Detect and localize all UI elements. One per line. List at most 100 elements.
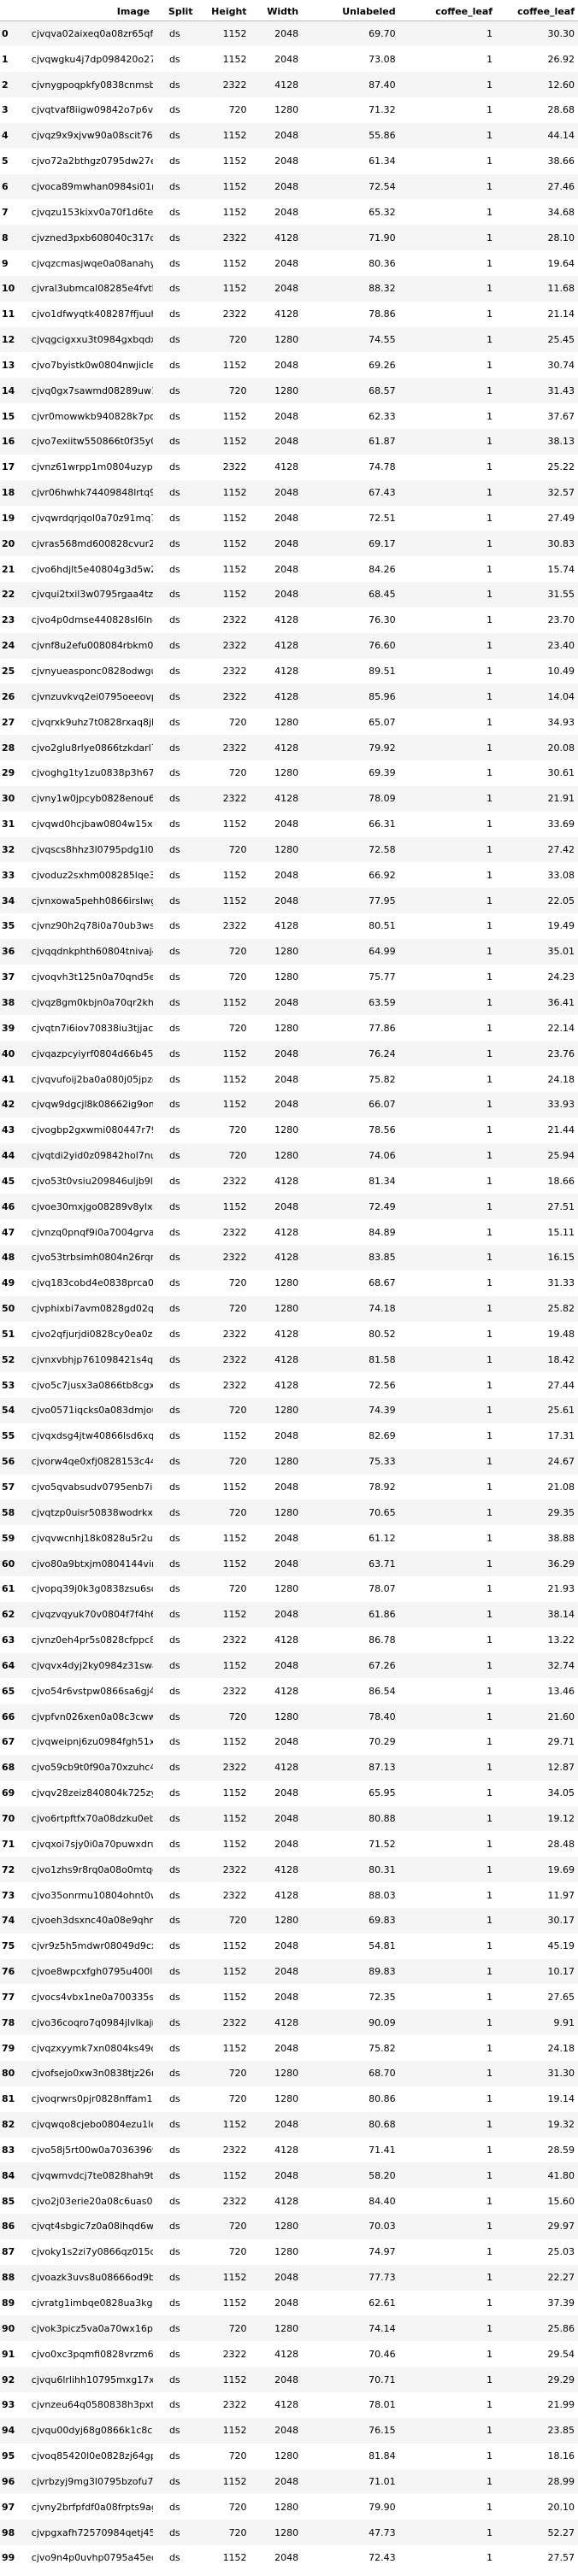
image-cell: cjvnf8u2efu008084rbkm0902.jpeg — [31, 640, 154, 652]
coffee-leaf-percent-cell: 13.22 — [547, 1634, 575, 1646]
row-index: 48 — [2, 1252, 15, 1264]
coffee-leaf-count-cell: 1 — [487, 1150, 493, 1162]
unlabeled-cell: 71.01 — [369, 2475, 396, 2487]
image-cell: cjvpgxafh72570984qetj45rqr.jpeg — [31, 2526, 154, 2538]
width-cell: 1280 — [274, 1915, 299, 1927]
unlabeled-cell: 62.61 — [369, 2297, 396, 2309]
header-width: Width — [250, 0, 303, 21]
row-index: 45 — [2, 1175, 15, 1187]
width-cell: 2048 — [274, 2119, 299, 2131]
image-cell: cjvopq39j0k3g0838zsu6so7y.jpeg — [31, 1583, 153, 1595]
coffee-leaf-percent-cell: 37.39 — [547, 2297, 575, 2309]
height-cell: 1152 — [222, 1838, 247, 1850]
unlabeled-cell: 80.36 — [369, 257, 396, 269]
row-index: 33 — [2, 869, 15, 881]
split-cell: ds — [168, 1150, 180, 1162]
coffee-leaf-percent-cell: 31.33 — [547, 1277, 575, 1289]
row-index: 90 — [2, 2322, 15, 2334]
split-cell: ds — [168, 79, 180, 91]
image-cell: cjvqz9x9xjvw90a08scit766u.jpeg — [31, 130, 153, 142]
coffee-leaf-percent-cell: 27.42 — [547, 843, 575, 855]
coffee-leaf-count-cell: 1 — [487, 1226, 493, 1238]
coffee-leaf-count-cell: 1 — [487, 1915, 493, 1927]
coffee-leaf-percent-cell: 28.10 — [547, 232, 575, 244]
coffee-leaf-count-cell: 1 — [487, 2399, 493, 2411]
split-cell: ds — [168, 1506, 180, 1518]
table-row: 48 cjvo53trbsimh0804n26rqnkl.jpeg ds 2322 41… — [0, 1245, 578, 1270]
height-cell: 1152 — [222, 1787, 247, 1799]
image-cell: cjvqrxk9uhz7t0828rxaq8jbl.jpeg — [31, 716, 153, 728]
image-cell: cjvoduz2sxhm008285lqe3d7f.jpeg — [31, 869, 154, 881]
coffee-leaf-count-cell: 1 — [487, 920, 493, 932]
coffee-leaf-count-cell: 1 — [487, 2425, 493, 2437]
coffee-leaf-count-cell: 1 — [487, 895, 493, 907]
coffee-leaf-percent-cell: 29.71 — [547, 1736, 575, 1748]
coffee-leaf-count-cell: 1 — [487, 1863, 493, 1875]
row-index: 25 — [2, 666, 15, 678]
split-cell: ds — [168, 1915, 180, 1927]
coffee-leaf-percent-cell: 31.30 — [547, 2068, 575, 2080]
header-height: Height — [196, 0, 251, 21]
coffee-leaf-percent-cell: 44.14 — [547, 130, 575, 142]
split-cell: ds — [168, 1863, 180, 1875]
row-index: 36 — [2, 946, 15, 958]
unlabeled-cell: 66.31 — [369, 819, 396, 830]
image-cell: cjvok3picz5va0a70wx16psde.jpeg — [31, 2322, 153, 2334]
split-cell: ds — [168, 920, 180, 932]
coffee-leaf-percent-cell: 17.31 — [547, 1430, 575, 1442]
height-cell: 1152 — [222, 2374, 247, 2385]
coffee-leaf-count-cell: 1 — [487, 1506, 493, 1518]
width-cell: 4128 — [274, 1863, 299, 1875]
height-cell: 1152 — [222, 2169, 247, 2181]
unlabeled-cell: 65.32 — [369, 206, 396, 218]
height-cell: 1152 — [222, 1558, 247, 1570]
width-cell: 4128 — [274, 79, 299, 91]
split-cell: ds — [168, 869, 180, 881]
image-cell: cjvqweipnj6zu0984fgh51xi4.jpeg — [31, 1736, 154, 1748]
image-cell: cjvny1w0jpcyb0828enou6i51.jpeg — [31, 793, 154, 805]
image-cell: cjvny2brfpfdf0a08frpts9ag.jpeg — [31, 2501, 153, 2513]
split-cell: ds — [168, 1685, 180, 1697]
unlabeled-cell: 55.86 — [369, 130, 396, 142]
table-row: 26 cjvnzuvkvq2ei0795oeeovpym.jpeg ds 2322 41… — [0, 684, 578, 710]
unlabeled-cell: 72.43 — [369, 2552, 396, 2564]
height-cell: 2322 — [222, 793, 247, 805]
height-cell: 1152 — [222, 2119, 247, 2131]
width-cell: 1280 — [274, 2068, 299, 2080]
image-cell: cjvrbzyj9mg3l0795bzofu7ve.jpeg — [31, 2475, 154, 2487]
coffee-leaf-percent-cell: 45.19 — [547, 1940, 575, 1952]
unlabeled-cell: 90.09 — [369, 2016, 396, 2028]
table-row: 98 cjvpgxafh72570984qetj45rqr.jpeg ds 720 12… — [0, 2520, 578, 2546]
coffee-leaf-count-cell: 1 — [487, 206, 493, 218]
coffee-leaf-percent-cell: 19.12 — [547, 1812, 575, 1824]
table-row: 8 cjvzned3pxb608040c317oka.jpeg ds 2322 4128… — [0, 225, 578, 251]
image-cell: cjvqv28zeiz840804k725zyso.jpeg — [31, 1787, 153, 1799]
width-cell: 1280 — [274, 2322, 299, 2334]
height-cell: 1152 — [222, 436, 247, 448]
coffee-leaf-percent-cell: 24.18 — [547, 1073, 575, 1085]
row-index: 50 — [2, 1303, 15, 1315]
width-cell: 2048 — [274, 537, 299, 549]
width-cell: 4128 — [274, 1889, 299, 1901]
width-cell: 1280 — [274, 843, 299, 855]
image-cell: cjvqxoi7sjy0i0a70puwxdru0.jpeg — [31, 1838, 153, 1850]
row-index: 29 — [2, 767, 15, 779]
width-cell: 2048 — [274, 1073, 299, 1085]
width-cell: 1280 — [274, 1710, 299, 1722]
height-cell: 2322 — [222, 742, 247, 754]
split-cell: ds — [168, 1022, 180, 1034]
table-row: 30 cjvny1w0jpcyb0828enou6i51.jpeg ds 2322 41… — [0, 785, 578, 812]
unlabeled-cell: 66.92 — [369, 869, 396, 881]
coffee-leaf-percent-cell: 30.83 — [547, 537, 575, 549]
coffee-leaf-percent-cell: 20.10 — [547, 2501, 575, 2513]
row-index: 1 — [2, 53, 9, 65]
row-index: 73 — [2, 1889, 15, 1901]
width-cell: 1280 — [274, 2526, 299, 2538]
coffee-leaf-count-cell: 1 — [487, 2272, 493, 2284]
table-row: 16 cjvo7exiitw550866t0f35y06.jpeg ds 1152 20… — [0, 429, 578, 455]
image-cell: cjvqzvqyuk70v0804f7f4h6mx.jpeg — [31, 1609, 153, 1621]
split-cell: ds — [168, 232, 180, 244]
split-cell: ds — [168, 2042, 180, 2054]
split-cell: ds — [168, 1277, 180, 1289]
